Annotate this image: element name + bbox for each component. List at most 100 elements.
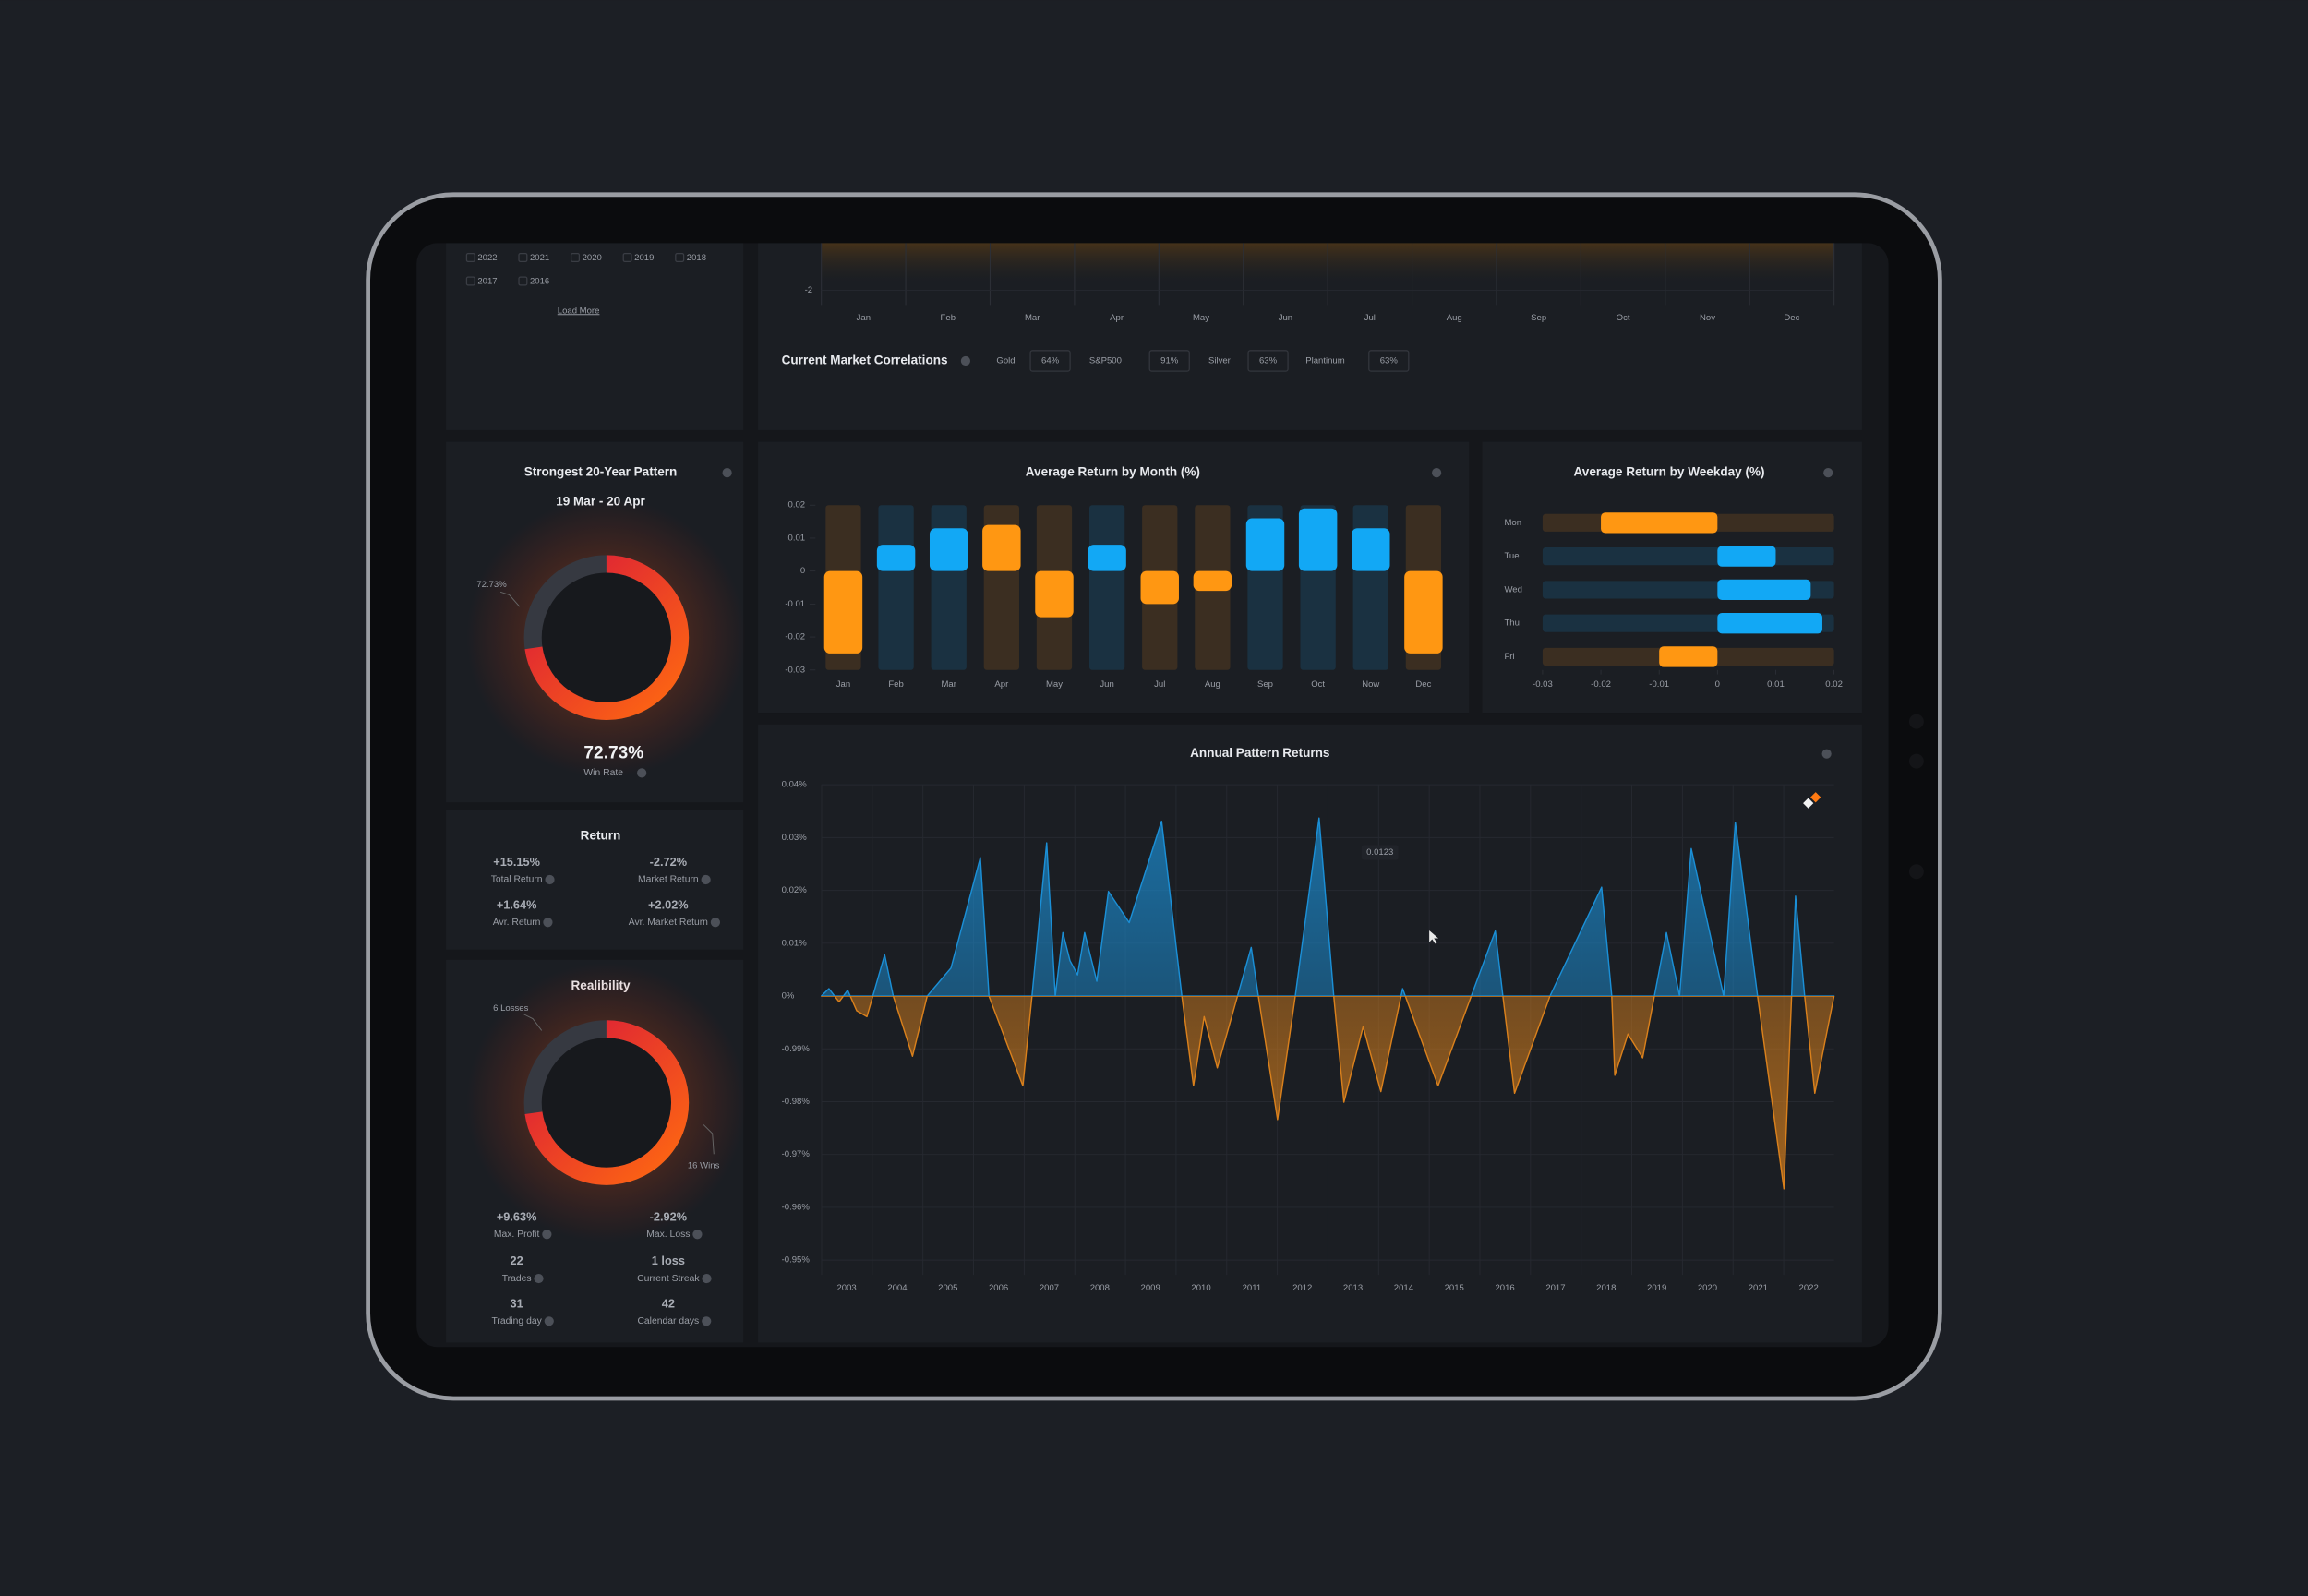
y-tick-label: 0.01 (788, 533, 806, 543)
section-title: Return (581, 829, 621, 843)
x-tick-label: 2008 (1090, 1283, 1110, 1293)
donut-arc (523, 1020, 690, 1185)
tooltip (1361, 845, 1399, 860)
x-tick-label: -0.02 (1591, 679, 1611, 690)
y-tick-label: Mon (1504, 518, 1521, 528)
help-icon (1821, 749, 1832, 759)
x-tick-label: Nov (1700, 313, 1715, 323)
year-option: 2022 (477, 253, 497, 263)
correlation-name: S&P500 (1089, 355, 1122, 366)
correlation-name: Gold (996, 355, 1015, 366)
bar (1717, 579, 1811, 601)
stat-value: 1 loss (652, 1254, 685, 1267)
bar (1298, 508, 1338, 571)
checkbox (518, 252, 528, 262)
help-icon (542, 1230, 552, 1240)
bar (1601, 512, 1718, 534)
y-tick-label: -0.03 (785, 665, 805, 675)
checkbox (570, 252, 581, 262)
x-tick-label: 0 (1715, 679, 1720, 690)
x-tick-label: Jan (857, 313, 871, 323)
help-icon (722, 468, 732, 478)
y-tick-label: 0.02% (782, 885, 808, 895)
bar-track (1542, 547, 1834, 566)
y-tick-label: -0.99% (782, 1044, 811, 1054)
help-icon (1432, 468, 1442, 478)
stat-caption: Avr. Market Return (629, 918, 708, 928)
stat-value: 22 (511, 1254, 523, 1267)
stat-value: -2.92% (650, 1209, 687, 1223)
help-icon (545, 874, 555, 885)
area-positive (820, 817, 1835, 997)
help-icon (710, 918, 721, 928)
x-tick-label: 2011 (1243, 1283, 1262, 1293)
bar (1352, 528, 1390, 571)
x-tick-label: 2014 (1394, 1283, 1414, 1293)
bar (1659, 646, 1718, 667)
checkbox (622, 252, 632, 262)
bar-track (1088, 505, 1125, 670)
win-rate-value: 72.73% (583, 744, 643, 763)
stat-caption: Current Streak (637, 1274, 700, 1284)
stat-caption: Trades (502, 1274, 532, 1284)
x-tick-label: Dec (1415, 679, 1431, 690)
checkbox (675, 252, 685, 262)
cursor-icon (1429, 930, 1439, 944)
bar (1404, 570, 1443, 654)
panel-return (446, 810, 744, 950)
correlation-box (1247, 350, 1289, 372)
y-tick-label: 0.01% (782, 938, 808, 948)
x-tick-label: Sep (1531, 313, 1546, 323)
y-tick-label: -0.98% (782, 1097, 811, 1107)
x-tick-label: Aug (1205, 679, 1220, 690)
x-tick-label: May (1193, 313, 1209, 323)
correlation-value: 63% (1380, 355, 1399, 366)
y-tick-label: 0% (782, 991, 795, 1002)
correlation-value: 91% (1160, 355, 1179, 366)
x-tick-label: 2007 (1040, 1283, 1059, 1293)
correlation-name: Silver (1208, 355, 1232, 366)
y-tick-label: -0.02 (785, 632, 805, 642)
correlation-name: Plantinum (1305, 355, 1345, 366)
stat-value: +2.02% (648, 897, 689, 911)
x-tick-label: 0.02 (1825, 679, 1843, 690)
checkbox (465, 252, 475, 262)
x-tick-label: Dec (1784, 313, 1799, 323)
x-tick-label: 2022 (1799, 1283, 1819, 1293)
panel-years (446, 243, 744, 430)
x-tick-label: Apr (1110, 313, 1124, 323)
x-tick-label: Mar (941, 679, 956, 690)
help-icon (701, 874, 711, 885)
bar (823, 570, 863, 654)
y-tick-label: 0.03% (782, 833, 808, 843)
bar (1717, 613, 1822, 634)
bar-track (878, 505, 914, 670)
correlation-box (1148, 350, 1190, 372)
checkbox (518, 276, 528, 286)
x-tick-label: Feb (941, 313, 956, 323)
panel-monthly (758, 441, 1470, 714)
x-tick-label: 2021 (1749, 1283, 1768, 1293)
x-tick-label: 2003 (836, 1283, 856, 1293)
x-tick-label: 0.01 (1767, 679, 1785, 690)
leader-line (523, 1014, 543, 1031)
bar (1140, 570, 1179, 605)
year-option: 2016 (530, 276, 549, 286)
x-tick-label: 2004 (887, 1283, 908, 1293)
panel-annual (758, 724, 1862, 1343)
stat-caption: Max. Profit (494, 1230, 540, 1240)
correlation-value: 63% (1259, 355, 1278, 366)
x-tick-label: Jan (836, 679, 850, 690)
stat-caption: Max. Loss (646, 1230, 690, 1240)
year-option: 2019 (634, 253, 654, 263)
x-tick-label: Aug (1447, 313, 1462, 323)
stat-value: -2.72% (650, 855, 687, 869)
help-icon (544, 1316, 554, 1326)
x-tick-label: Oct (1311, 679, 1325, 690)
bar (1088, 545, 1126, 571)
x-tick-label: Jun (1279, 313, 1292, 323)
checkbox (465, 276, 475, 286)
y-tick-label: Fri (1504, 652, 1514, 662)
x-tick-label: Oct (1617, 313, 1630, 323)
year-option: 2021 (530, 253, 549, 263)
